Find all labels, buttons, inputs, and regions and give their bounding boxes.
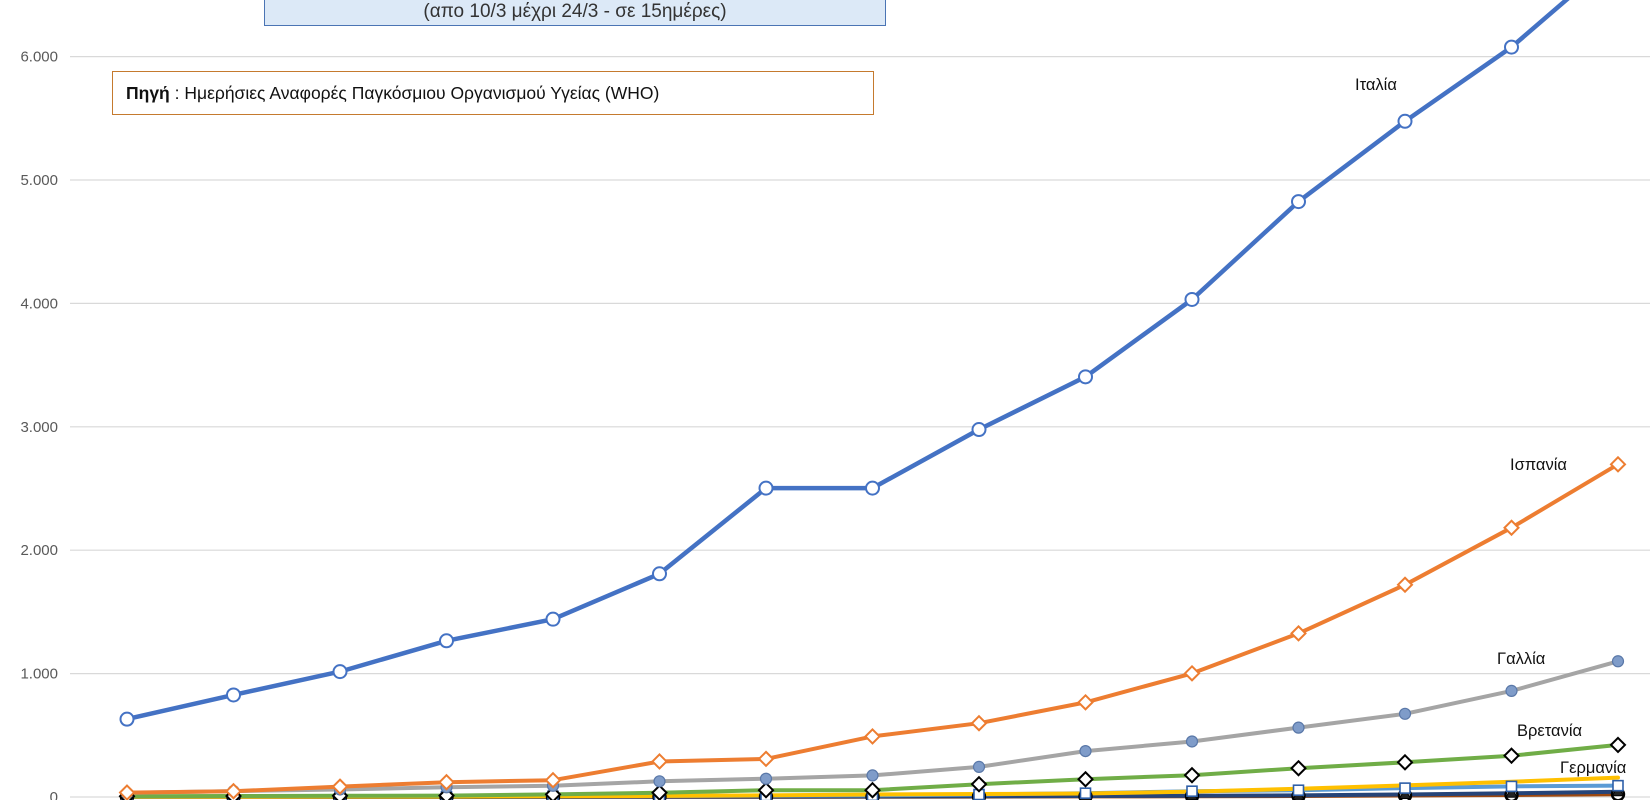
series-label: Γαλλία	[1497, 650, 1546, 668]
data-point	[1505, 780, 1518, 793]
data-point	[438, 773, 455, 791]
data-point	[1183, 664, 1201, 682]
data-point	[1504, 39, 1519, 55]
data-point	[1183, 766, 1201, 784]
data-point	[759, 772, 773, 785]
data-point	[758, 480, 774, 496]
data-point	[1612, 779, 1624, 792]
data-point	[757, 750, 775, 768]
series-label: Ισπανία	[1510, 456, 1567, 474]
data-point	[226, 687, 241, 703]
data-point	[119, 711, 135, 727]
data-point	[1398, 707, 1412, 720]
data-point	[972, 760, 986, 773]
data-point	[1505, 786, 1518, 798]
y-tick-label: 1.000	[20, 666, 58, 683]
data-point	[866, 769, 879, 782]
data-point	[651, 753, 668, 770]
data-point	[1397, 113, 1413, 129]
data-point	[1185, 735, 1199, 748]
data-point	[971, 422, 987, 438]
series-label: Ιταλία	[1355, 76, 1397, 94]
data-point	[1505, 684, 1518, 697]
data-point	[1609, 455, 1627, 473]
data-point	[544, 785, 562, 800]
data-point	[1503, 519, 1520, 537]
source-note: Πηγή : Ημερήσιες Αναφορές Παγκόσμιου Οργ…	[126, 83, 659, 104]
gridlines	[70, 55, 1650, 798]
y-tick-label: 4.000	[20, 295, 58, 312]
data-point	[544, 771, 562, 789]
data-point	[1399, 782, 1411, 794]
data-point	[1079, 744, 1092, 758]
data-point	[1396, 576, 1414, 594]
data-point	[1290, 624, 1307, 642]
data-point	[1077, 770, 1094, 788]
data-point	[1291, 194, 1306, 210]
data-point	[1611, 655, 1625, 668]
series-labels: Ιταλία Ισπανία Γαλλία Βρετανία Γερμανία	[1355, 76, 1627, 777]
series-markers	[118, 39, 1627, 800]
y-tick-label: 5.000	[20, 172, 58, 189]
data-point	[864, 727, 881, 745]
data-point	[439, 633, 454, 649]
data-point	[757, 781, 775, 799]
series-label: Βρετανία	[1517, 722, 1582, 740]
chart-title-box: (απο 10/3 μέχρι 24/3 - σε 15ημέρες)	[264, 0, 886, 26]
data-point	[332, 664, 348, 680]
y-tick-label: 2.000	[20, 542, 58, 559]
data-point	[1292, 784, 1305, 797]
data-point	[1077, 693, 1094, 711]
series-label: Γερμανία	[1560, 759, 1627, 777]
chart-subtitle: (απο 10/3 μέχρι 24/3 - σε 15ημέρες)	[423, 1, 727, 22]
data-point	[225, 782, 242, 800]
data-point	[864, 781, 881, 799]
data-point	[1396, 753, 1414, 771]
source-box: Πηγή : Ημερήσιες Αναφορές Παγκόσμιου Οργ…	[112, 71, 874, 115]
data-point	[1186, 785, 1198, 798]
y-tick-label: 0	[50, 789, 58, 800]
data-point	[1184, 291, 1200, 307]
series-lines	[124, 0, 1620, 799]
data-point	[865, 480, 880, 496]
y-tick-label: 6.000	[20, 49, 58, 66]
data-point	[1503, 747, 1520, 765]
data-point	[970, 775, 988, 793]
data-point	[970, 714, 988, 732]
y-axis-labels: 0 1.000 2.000 3.000 4.000 5.000 6.000	[20, 49, 58, 800]
data-point	[653, 775, 666, 788]
y-tick-label: 3.000	[20, 419, 58, 436]
data-point	[1292, 721, 1305, 734]
data-point	[1078, 369, 1093, 385]
source-separator: :	[169, 83, 185, 103]
data-point	[1290, 759, 1307, 777]
data-point	[331, 778, 349, 796]
data-point	[1609, 736, 1627, 754]
data-point	[438, 787, 455, 800]
source-text: Ημερήσιες Αναφορές Παγκόσμιου Οργανισμού…	[184, 83, 660, 103]
source-label: Πηγή	[126, 83, 170, 103]
data-point	[545, 611, 561, 627]
data-point	[1079, 787, 1092, 799]
data-point	[652, 566, 667, 582]
